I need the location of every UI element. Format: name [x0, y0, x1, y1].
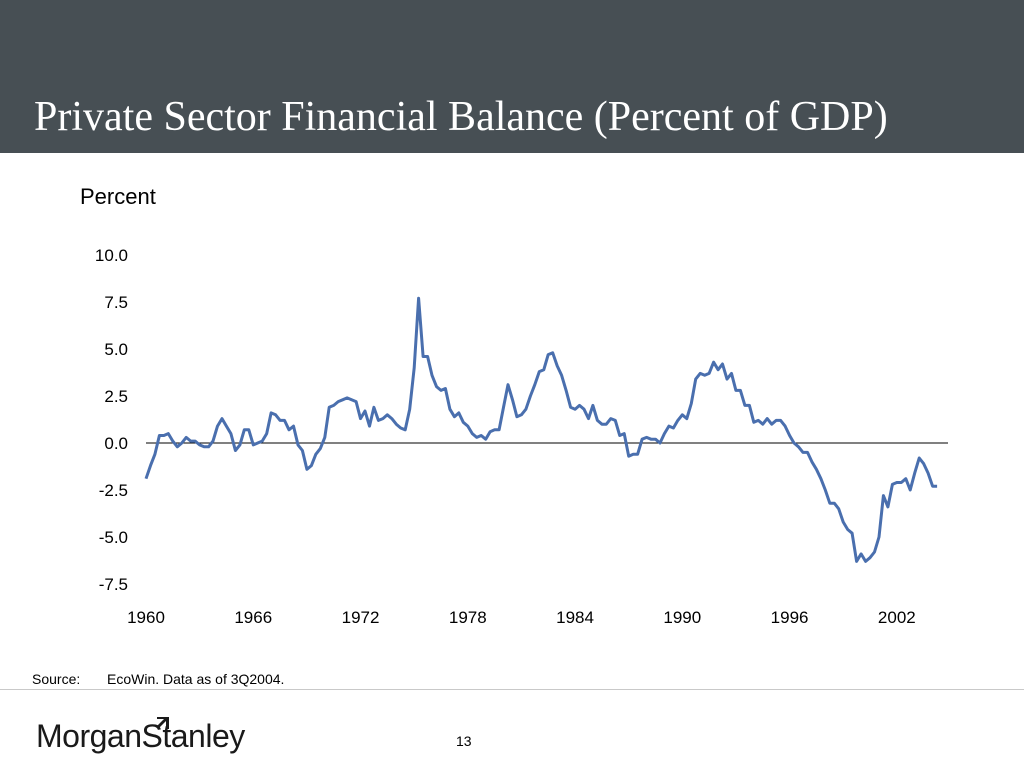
- line-chart: 10.0 7.5 5.0 2.5 0.0 -2.5 -5.0 -7.5 1960 1966 1972…: [95, 246, 948, 627]
- y-tick-label: 2.5: [104, 387, 128, 406]
- y-tick-label: -7.5: [99, 575, 128, 594]
- page-number: 13: [456, 733, 472, 749]
- morgan-stanley-logo: MorganStanley: [36, 716, 245, 756]
- title-bar: [0, 0, 1024, 153]
- source-text: EcoWin. Data as of 3Q2004.: [107, 671, 285, 687]
- x-tick-label: 1972: [342, 608, 380, 627]
- x-tick-label: 1978: [449, 608, 487, 627]
- x-tick-label: 1984: [556, 608, 594, 627]
- y-tick-label: 7.5: [104, 293, 128, 312]
- x-tick-label: 1990: [663, 608, 701, 627]
- x-tick-label: 1996: [771, 608, 809, 627]
- y-tick-label: 0.0: [104, 434, 128, 453]
- morgan-stanley-slash-icon: [156, 717, 169, 729]
- x-tick-label: 1966: [234, 608, 272, 627]
- footer-divider: [0, 689, 1024, 690]
- y-tick-label: -2.5: [99, 481, 128, 500]
- series-line: [144, 296, 938, 563]
- y-tick-label: 10.0: [95, 246, 128, 265]
- y-tick-label: -5.0: [99, 528, 128, 547]
- source-note: Source: EcoWin. Data as of 3Q2004.: [32, 671, 284, 687]
- y-tick-label: 5.0: [104, 340, 128, 359]
- source-label: Source:: [32, 671, 81, 687]
- slide-title: Private Sector Financial Balance (Percen…: [34, 94, 888, 140]
- logo-text: MorganStanley: [36, 718, 245, 754]
- x-tick-label: 1960: [127, 608, 165, 627]
- y-axis-unit-label: Percent: [80, 184, 156, 209]
- x-tick-label: 2002: [878, 608, 916, 627]
